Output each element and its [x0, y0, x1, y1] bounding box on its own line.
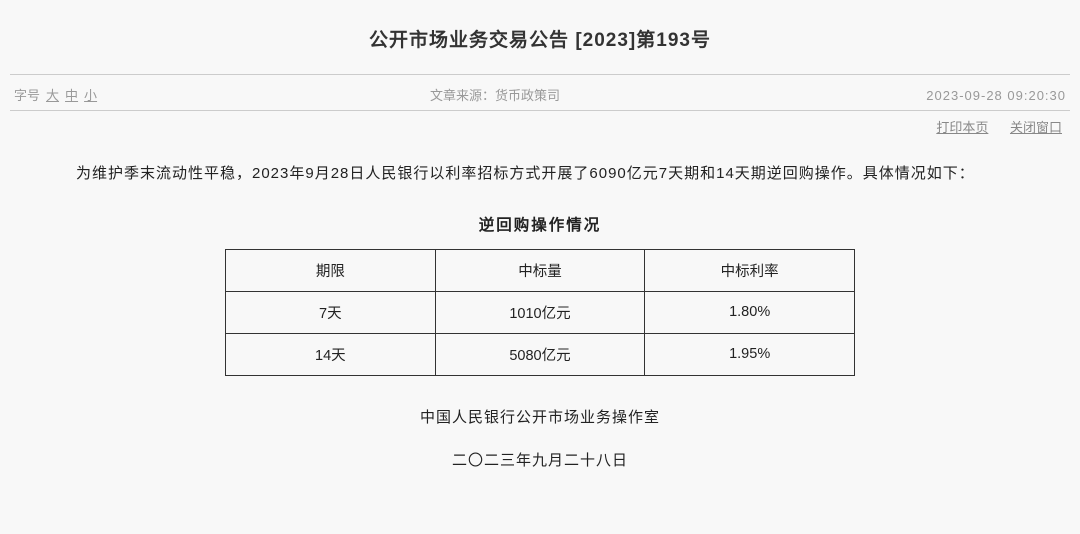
col-amount: 中标量 [435, 249, 645, 291]
cell-rate: 1.95% [645, 333, 855, 375]
table-header-row: 期限 中标量 中标利率 [226, 249, 855, 291]
col-term: 期限 [226, 249, 436, 291]
article-source: 文章来源：货币政策司 [430, 85, 560, 104]
close-window-link[interactable]: 关闭窗口 [1010, 120, 1062, 135]
data-table: 期限 中标量 中标利率 7天 1010亿元 1.80% 14天 5080亿元 1… [225, 249, 855, 376]
meta-row: 字号 大 中 小 文章来源：货币政策司 2023-09-28 09:20:30 [0, 75, 1080, 110]
cell-term: 14天 [226, 333, 436, 375]
cell-amount: 5080亿元 [435, 333, 645, 375]
font-size-medium[interactable]: 中 [65, 85, 78, 104]
source-value: 货币政策司 [495, 88, 560, 103]
print-page-link[interactable]: 打印本页 [936, 120, 988, 135]
cell-rate: 1.80% [645, 291, 855, 333]
font-size-label: 字号 [14, 85, 40, 104]
announcement-body: 为维护季末流动性平稳，2023年9月28日人民银行以利率招标方式开展了6090亿… [0, 150, 1080, 189]
table-row: 7天 1010亿元 1.80% [226, 291, 855, 333]
page-title: 公开市场业务交易公告 [2023]第193号 [0, 0, 1080, 74]
font-size-large[interactable]: 大 [46, 85, 59, 104]
cell-amount: 1010亿元 [435, 291, 645, 333]
table-row: 14天 5080亿元 1.95% [226, 333, 855, 375]
signature-line: 中国人民银行公开市场业务操作室 [0, 376, 1080, 427]
font-size-group: 字号 大 中 小 [14, 85, 97, 104]
source-label: 文章来源： [430, 88, 495, 103]
date-line: 二〇二三年九月二十八日 [0, 427, 1080, 470]
col-rate: 中标利率 [645, 249, 855, 291]
action-row: 打印本页 关闭窗口 [0, 111, 1080, 150]
publish-timestamp: 2023-09-28 09:20:30 [926, 88, 1066, 103]
table-title: 逆回购操作情况 [0, 189, 1080, 249]
cell-term: 7天 [226, 291, 436, 333]
font-size-small[interactable]: 小 [84, 85, 97, 104]
